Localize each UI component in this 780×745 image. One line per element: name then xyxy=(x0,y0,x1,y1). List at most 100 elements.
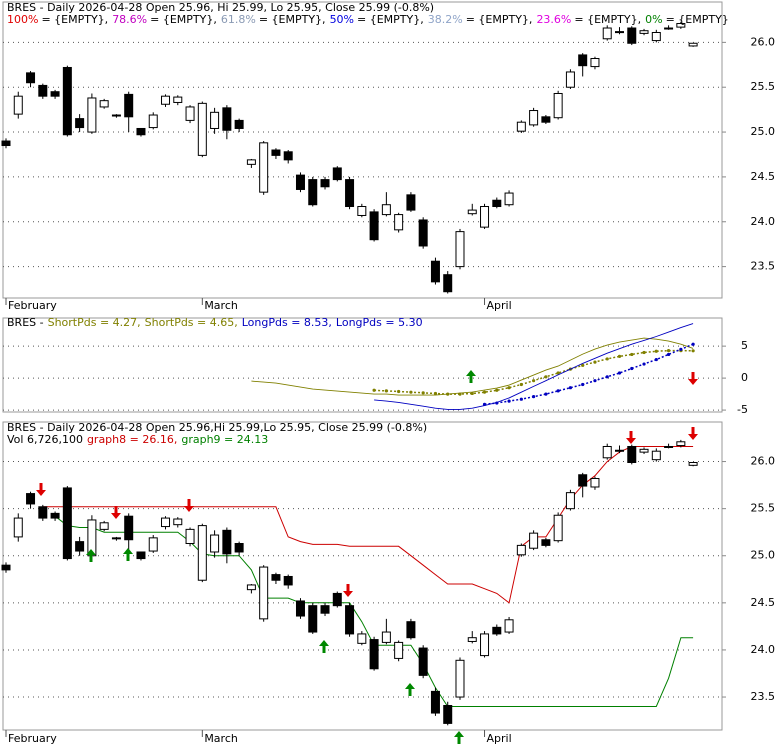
series-marker xyxy=(433,391,438,396)
candle-body xyxy=(406,194,416,211)
candle-body xyxy=(480,633,490,657)
candle-body xyxy=(578,54,588,67)
fib-value: = {EMPTY} xyxy=(666,13,729,26)
candle-body xyxy=(664,27,674,30)
candle-body xyxy=(161,517,171,528)
fib-level: 50% xyxy=(330,13,354,26)
x-tick-label: March xyxy=(204,299,238,312)
series-marker xyxy=(654,349,658,353)
x-tick-label: February xyxy=(8,299,57,312)
candle-body xyxy=(246,159,256,165)
candle-body xyxy=(173,518,183,526)
candle-body xyxy=(504,192,514,206)
candle-body xyxy=(111,537,121,540)
candle-body xyxy=(26,493,36,505)
candle-body xyxy=(111,114,121,117)
candle-body xyxy=(565,492,575,510)
fib-level: 100% xyxy=(7,13,38,26)
candle-body xyxy=(320,605,330,614)
candle-body xyxy=(234,543,244,553)
x-tick-label: February xyxy=(8,732,57,745)
candle-body xyxy=(480,206,490,228)
series-marker xyxy=(642,362,646,366)
candle-body xyxy=(1,140,11,147)
series-marker xyxy=(409,390,413,394)
series-marker xyxy=(556,371,560,375)
series-marker xyxy=(470,391,474,396)
candle-body xyxy=(615,449,624,452)
candle-body xyxy=(185,106,195,121)
fib-level: 61.8% xyxy=(221,13,256,26)
candle-body xyxy=(639,448,649,453)
candle-body xyxy=(492,199,502,208)
y-tick-label: -5 xyxy=(737,403,748,416)
series-marker xyxy=(679,347,683,351)
series-marker xyxy=(482,402,487,406)
candle-body xyxy=(332,167,342,181)
candle-body xyxy=(602,27,612,40)
legend-entry: LongPds = 5.30 xyxy=(336,316,423,329)
series-marker xyxy=(666,352,671,357)
x-tick-label: March xyxy=(204,732,238,745)
indicator-legend: BRES - ShortPds = 4.27, ShortPds = 4.65, Lo… xyxy=(7,316,423,329)
candle-body xyxy=(50,512,60,519)
sell-arrow xyxy=(688,372,698,385)
candle-body xyxy=(455,659,465,698)
candle-body xyxy=(197,102,207,156)
series-marker xyxy=(617,371,622,375)
candle-body xyxy=(664,445,674,448)
candle-body xyxy=(430,690,440,714)
candle-body xyxy=(615,31,624,34)
candle-body xyxy=(345,605,355,635)
indicator-panel xyxy=(2,317,723,413)
series-marker xyxy=(397,389,401,394)
candle-body xyxy=(222,107,232,131)
candle-body xyxy=(1,564,11,571)
candle-body xyxy=(38,506,48,519)
candle-body xyxy=(38,84,48,97)
candle-body xyxy=(602,445,612,459)
y-tick-label: 25.0 xyxy=(751,549,776,562)
series-marker xyxy=(384,389,388,393)
candle-body xyxy=(26,72,36,84)
series-marker xyxy=(691,349,695,353)
candle-body xyxy=(283,151,293,161)
candle-body xyxy=(124,515,134,541)
series-marker xyxy=(581,382,585,387)
candle-body xyxy=(345,179,355,208)
fib-legend: 100% = {EMPTY}, 78.6% = {EMPTY}, 61.8% = {EMP… xyxy=(7,13,729,26)
candle-body xyxy=(271,574,281,581)
candle-body xyxy=(320,179,330,188)
fib-level: 38.2% xyxy=(428,13,463,26)
candle-body xyxy=(516,544,526,556)
series-marker xyxy=(654,357,658,362)
buy-arrow xyxy=(86,549,96,562)
candle-body xyxy=(75,118,85,129)
candle-body xyxy=(565,71,575,88)
series-marker xyxy=(593,360,597,364)
fib-level: 0% xyxy=(645,13,662,26)
candle-body xyxy=(210,111,220,129)
candle-body xyxy=(455,231,465,268)
candle-body xyxy=(50,91,60,97)
signal-title: BRES - Daily 2026-04-28 Open 25.96,Hi 25… xyxy=(7,421,427,434)
fib-value: = {EMPTY}, xyxy=(150,13,217,26)
buy-arrow xyxy=(466,370,476,383)
candle-body xyxy=(259,142,269,193)
y-tick-label: 25.5 xyxy=(751,502,776,515)
candle-body xyxy=(553,514,563,542)
candle-body xyxy=(627,445,637,464)
series-marker xyxy=(630,366,634,371)
y-tick-label: 26.0 xyxy=(751,35,776,48)
series-marker xyxy=(519,397,523,401)
candle-body xyxy=(62,487,72,560)
candle-body xyxy=(283,575,293,586)
series-marker xyxy=(495,401,499,405)
candle-body xyxy=(369,639,379,670)
candle-body xyxy=(418,219,428,247)
fib-level: 78.6% xyxy=(112,13,147,26)
y-tick-label: 0 xyxy=(741,371,748,384)
candle-body xyxy=(541,116,551,123)
candle-body xyxy=(124,93,134,118)
candle-body xyxy=(541,539,551,546)
